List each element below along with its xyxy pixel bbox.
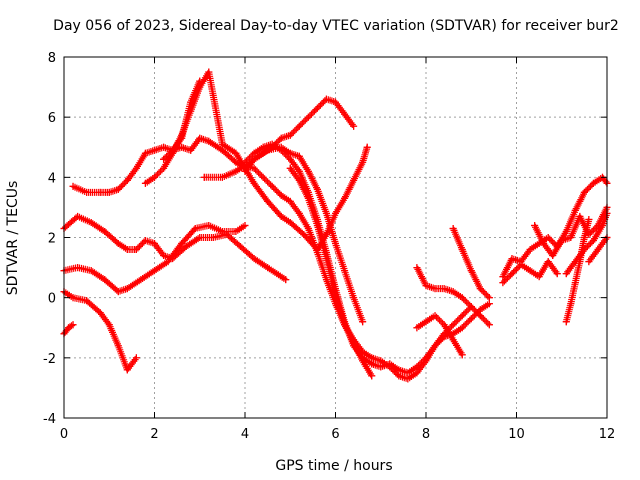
- data-points: [60, 68, 611, 383]
- y-tick-label-6: 6: [48, 111, 56, 126]
- x-tick-label-10: 10: [508, 427, 525, 442]
- trace-track-k: [286, 164, 493, 383]
- series-track-j: [241, 95, 358, 175]
- y-tick-label-2: 2: [48, 232, 56, 247]
- y-tick-label-4: 4: [48, 171, 56, 186]
- trace-track-l: [413, 264, 493, 329]
- chart-title: Day 056 of 2023, Sidereal Day-to-day VTE…: [53, 18, 619, 34]
- series-track-s: [562, 215, 593, 326]
- x-tick-label-12: 12: [599, 427, 616, 442]
- x-tick-label-0: 0: [60, 427, 68, 442]
- x-tick-label-2: 2: [150, 427, 158, 442]
- series-track-p: [499, 258, 561, 287]
- series-track-l: [413, 264, 493, 329]
- trace-track-j: [241, 95, 358, 175]
- axis-ticks: 0 2 4 6 8 10 12 -4 -2 0 2 4 6 8: [43, 51, 615, 442]
- trace-track-p: [499, 258, 561, 287]
- trace-track-m: [449, 225, 493, 302]
- trace-track-o: [499, 173, 611, 281]
- x-tick-label-6: 6: [331, 427, 339, 442]
- y-tick-label--4: -4: [43, 412, 56, 427]
- series-track-o: [499, 173, 611, 281]
- y-axis-label: SDTVAR / TECUs: [5, 181, 21, 296]
- series-track-n: [413, 312, 466, 359]
- x-tick-label-8: 8: [422, 427, 430, 442]
- series-track-g: [160, 134, 367, 326]
- trace-track-t: [585, 234, 611, 266]
- y-tick-label--2: -2: [43, 352, 56, 367]
- trace-track-s: [562, 216, 593, 326]
- x-tick-label-4: 4: [241, 427, 249, 442]
- y-tick-label-8: 8: [48, 51, 56, 66]
- series-track-f: [141, 68, 371, 254]
- trace-track-n: [413, 312, 466, 359]
- trace-track-a: [60, 288, 140, 374]
- series-track-b: [60, 321, 77, 338]
- series-track-m: [449, 224, 493, 302]
- trace-track-b: [60, 321, 77, 338]
- series-track-a: [60, 288, 140, 374]
- y-tick-label-0: 0: [48, 292, 56, 307]
- trace-track-q: [531, 203, 611, 259]
- series-track-q: [531, 203, 611, 260]
- x-axis-label: GPS time / hours: [275, 458, 392, 474]
